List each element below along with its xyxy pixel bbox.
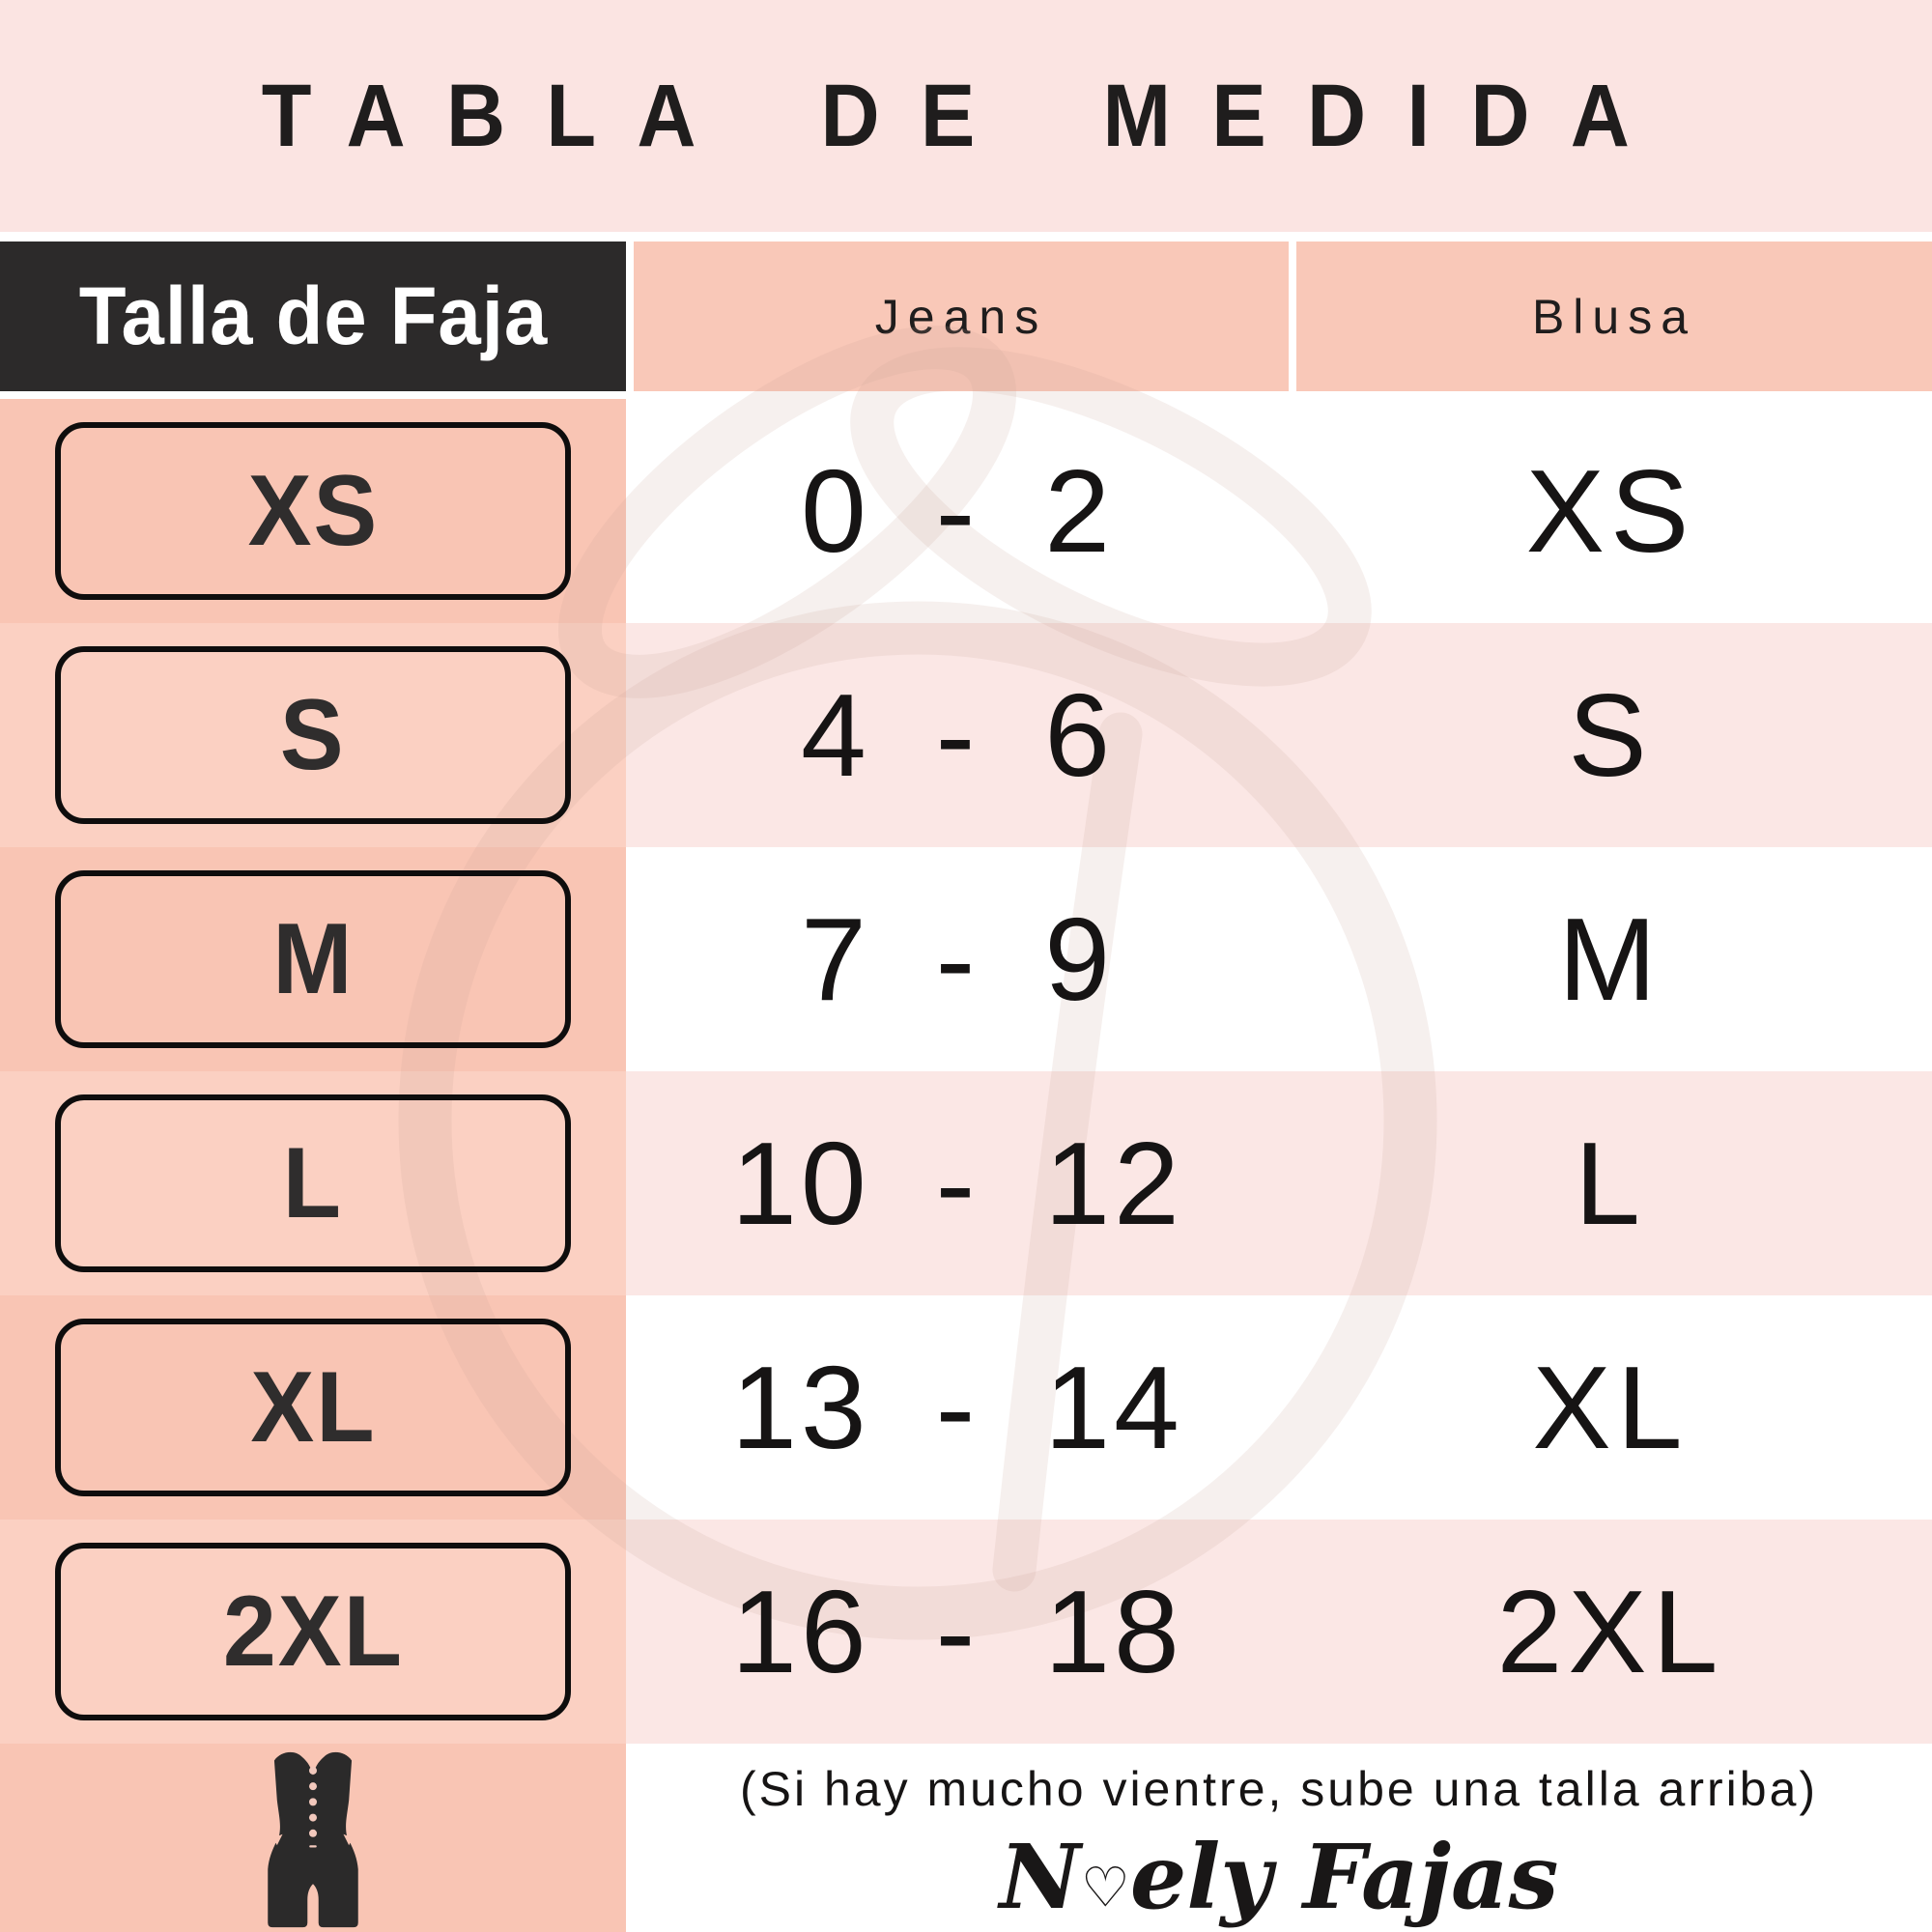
title-band: TABLA DE MEDIDA	[0, 0, 1932, 232]
size-badge-xl: XL	[55, 1319, 571, 1496]
footer-left-cell	[0, 1744, 626, 1932]
size-badge-xs: XS	[55, 422, 571, 600]
size-badge-label: L	[282, 1126, 344, 1239]
jeans-value: 10 - 12	[731, 1118, 1183, 1249]
blusa-value: XL	[1532, 1342, 1689, 1473]
brand-rest: ely Fajas	[1129, 1825, 1559, 1929]
header-label-jeans: Jeans	[874, 289, 1048, 344]
heart-icon: ♡	[1080, 1856, 1130, 1920]
size-badge-label: S	[280, 678, 346, 791]
values-cell: 13 - 14 XL	[626, 1295, 1932, 1520]
values-cell: 4 - 6 S	[626, 623, 1932, 847]
corset-icon	[268, 1751, 358, 1928]
blusa-value: XS	[1525, 445, 1695, 577]
size-badge-m: M	[55, 870, 571, 1048]
size-badge-2xl: 2XL	[55, 1543, 571, 1720]
size-cell: 2XL	[0, 1520, 626, 1744]
size-badge-l: L	[55, 1094, 571, 1272]
size-cell: S	[0, 623, 626, 847]
blusa-value: M	[1558, 894, 1662, 1025]
jeans-value: 4 - 6	[800, 669, 1115, 801]
blusa-value: 2XL	[1496, 1566, 1724, 1697]
jeans-value: 13 - 14	[731, 1342, 1183, 1473]
brand-logo: N♡ely Fajas	[626, 1825, 1932, 1929]
brand-first-letter: N	[999, 1825, 1081, 1929]
table-row-s: S 4 - 6 S	[0, 623, 1932, 847]
size-badge-s: S	[55, 646, 571, 824]
table-row-2xl: 2XL 16 - 18 2XL	[0, 1520, 1932, 1744]
values-cell: 0 - 2 XS	[626, 399, 1932, 623]
blusa-value: S	[1568, 669, 1653, 801]
jeans-value: 16 - 18	[731, 1566, 1183, 1697]
values-cell: 10 - 12 L	[626, 1071, 1932, 1295]
footer-section: (Si hay mucho vientre, sube una talla ar…	[0, 1744, 1932, 1932]
table-row-xl: XL 13 - 14 XL	[0, 1295, 1932, 1520]
header-label-blusa: Blusa	[1531, 289, 1697, 344]
page-title: TABLA DE MEDIDA	[261, 67, 1671, 165]
jeans-value: 7 - 9	[800, 894, 1115, 1025]
values-cell: 7 - 9 M	[626, 847, 1932, 1071]
size-cell: XL	[0, 1295, 626, 1520]
header-cell-blusa: Blusa	[1296, 242, 1932, 391]
table-header-row: Talla de Faja Jeans Blusa	[0, 242, 1932, 391]
header-cell-talla-de-faja: Talla de Faja	[0, 242, 626, 391]
sizing-note: (Si hay mucho vientre, sube una talla ar…	[739, 1762, 1819, 1816]
size-badge-label: M	[271, 902, 355, 1015]
header-label-size: Talla de Faja	[78, 270, 548, 361]
table-row-l: L 10 - 12 L	[0, 1071, 1932, 1295]
jeans-value: 0 - 2	[800, 445, 1115, 577]
blusa-value: L	[1575, 1118, 1646, 1249]
table-body: XS 0 - 2 XS S 4 - 6 S M	[0, 399, 1932, 1744]
size-badge-label: 2XL	[222, 1575, 404, 1688]
size-cell: XS	[0, 399, 626, 623]
table-row-xs: XS 0 - 2 XS	[0, 399, 1932, 623]
header-cell-jeans: Jeans	[634, 242, 1289, 391]
size-badge-label: XL	[249, 1350, 377, 1463]
size-badge-label: XS	[247, 454, 379, 567]
size-cell: L	[0, 1071, 626, 1295]
size-cell: M	[0, 847, 626, 1071]
values-cell: 16 - 18 2XL	[626, 1520, 1932, 1744]
table-row-m: M 7 - 9 M	[0, 847, 1932, 1071]
footer-right-cell: (Si hay mucho vientre, sube una talla ar…	[626, 1744, 1932, 1932]
